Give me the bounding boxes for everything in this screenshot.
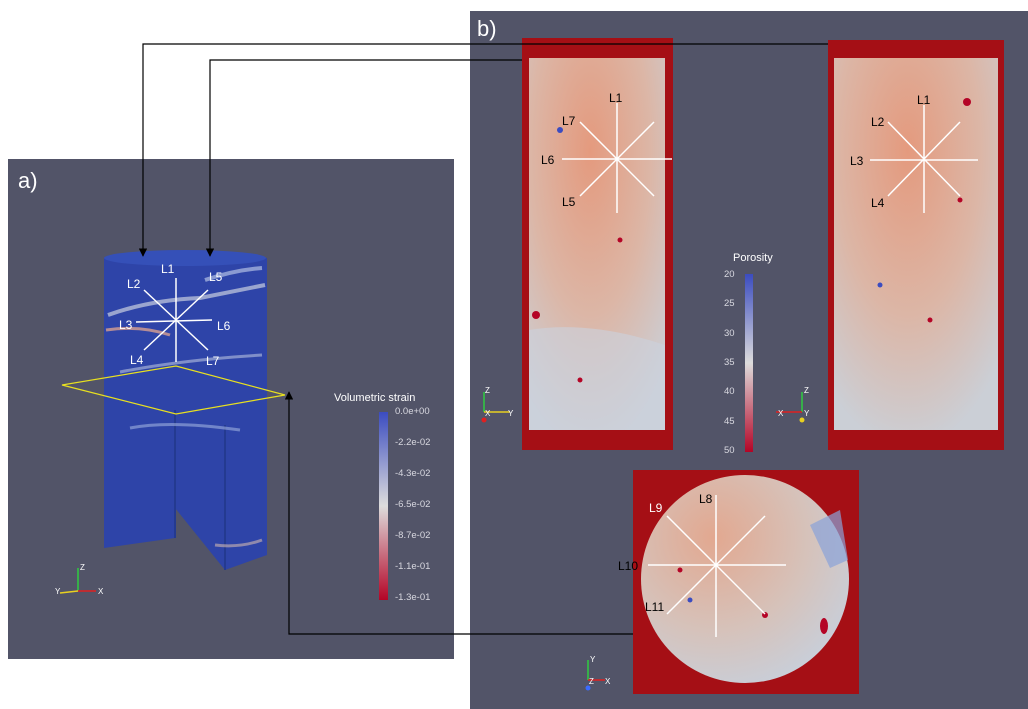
porosity-colorbar — [745, 274, 753, 452]
strain-colorbar-title: Volumetric strain — [334, 392, 415, 404]
poro-tick-2: 30 — [724, 328, 735, 339]
poro-tick-4: 40 — [724, 386, 735, 397]
horizontal-section — [633, 470, 859, 694]
axis-y-label: Y — [55, 587, 61, 596]
poro-tick-6: 50 — [724, 445, 735, 456]
strain-tick-6: -1.3e-01 — [395, 592, 430, 603]
axis-b1-z-label: Z — [485, 386, 490, 395]
vertical-section-left — [522, 38, 673, 450]
poro-tick-0: 20 — [724, 269, 735, 280]
porosity-colorbar-title: Porosity — [733, 252, 773, 264]
axis-triad-b-bottom: Y Z X — [585, 655, 611, 691]
circle-label-11: L11 — [645, 600, 664, 614]
cyl-label-3: L3 — [119, 318, 133, 332]
panel-b-label: b) — [477, 16, 497, 41]
axis-triad-b-right: Z X Y — [776, 386, 810, 423]
section-left-scan-lines — [562, 103, 672, 213]
strain-tick-1: -2.2e-02 — [395, 437, 430, 448]
cyl-label-6: L6 — [217, 319, 231, 333]
cylinder-scan-lines — [135, 278, 213, 362]
panel-a-label: a) — [18, 168, 38, 193]
left-label-6: L6 — [541, 153, 555, 167]
left-label-1: L1 — [609, 91, 623, 105]
axis-b3-z-label: Z — [589, 677, 594, 686]
right-label-2: L2 — [871, 115, 885, 129]
section-circle-scan-lines — [648, 495, 786, 637]
left-label-5: L5 — [562, 195, 576, 209]
axis-z-label: Z — [80, 563, 85, 572]
circle-label-8: L8 — [699, 492, 713, 506]
vertical-section-right — [828, 40, 1004, 450]
strain-tick-0: 0.0e+00 — [395, 406, 430, 417]
poro-tick-3: 35 — [724, 357, 735, 368]
right-label-4: L4 — [871, 196, 885, 210]
section-right-scan-lines — [870, 105, 978, 213]
axis-b3-x-label: X — [605, 677, 611, 686]
strain-tick-5: -1.1e-01 — [395, 561, 430, 572]
strain-tick-3: -6.5e-02 — [395, 499, 430, 510]
axis-b2-y-label: Y — [804, 409, 810, 418]
axis-triad-a: Z X Y — [55, 563, 104, 596]
cyl-label-5: L5 — [209, 270, 223, 284]
cyl-label-2: L2 — [127, 277, 141, 291]
axis-b1-x-label: X — [485, 409, 491, 418]
axis-b1-y-label: Y — [508, 409, 514, 418]
strain-colorbar-ticks: 0.0e+00 -2.2e-02 -4.3e-02 -6.5e-02 -8.7e… — [395, 406, 430, 603]
axis-b3-y-label: Y — [590, 655, 596, 664]
porosity-colorbar-ticks: 20 25 30 35 40 45 50 — [724, 269, 735, 456]
strained-cylinder — [104, 250, 267, 570]
cyl-label-1: L1 — [161, 262, 175, 276]
strain-tick-2: -4.3e-02 — [395, 468, 430, 479]
right-label-3: L3 — [850, 154, 864, 168]
axis-x-label: X — [98, 587, 104, 596]
connector-arrows — [138, 43, 828, 635]
cyl-label-4: L4 — [130, 353, 144, 367]
circle-label-9: L9 — [649, 501, 663, 515]
axis-b2-z-label: Z — [804, 386, 809, 395]
poro-tick-5: 45 — [724, 416, 735, 427]
poro-tick-1: 25 — [724, 298, 735, 309]
cyl-label-7: L7 — [206, 354, 220, 368]
strain-tick-4: -8.7e-02 — [395, 530, 430, 541]
axis-b2-x-label: X — [778, 409, 784, 418]
right-label-1: L1 — [917, 93, 931, 107]
axis-triad-b-left: Z X Y — [481, 386, 514, 423]
left-label-7: L7 — [562, 114, 576, 128]
strain-colorbar — [379, 412, 388, 600]
circle-label-10: L10 — [618, 559, 638, 573]
